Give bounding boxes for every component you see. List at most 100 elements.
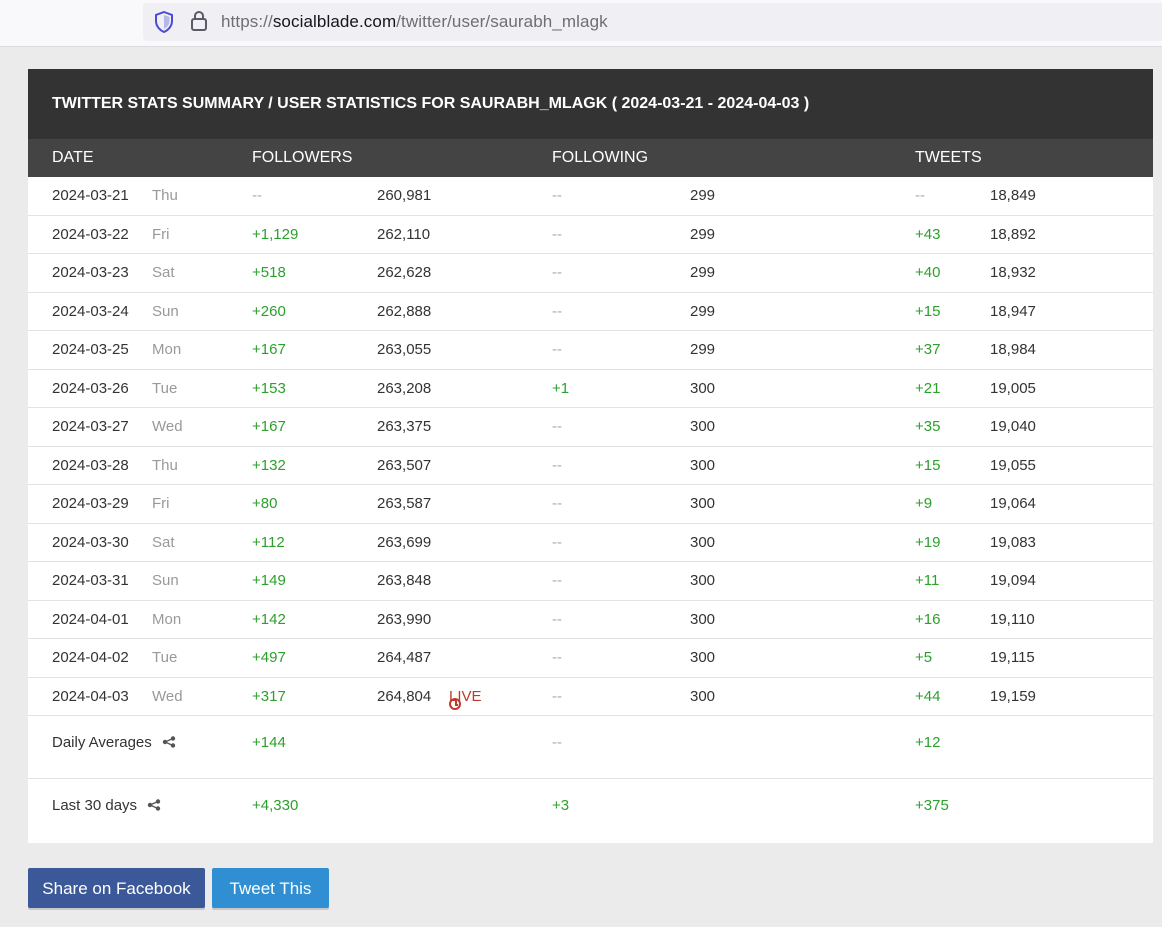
column-header-following: FOLLOWING <box>552 149 649 166</box>
url-text[interactable]: https://socialblade.com/twitter/user/sau… <box>221 12 608 32</box>
column-header-tweets: TWEETS <box>915 149 982 166</box>
row-following-change: -- <box>552 264 562 281</box>
share-on-facebook-button[interactable]: Share on Facebook <box>28 868 205 908</box>
daily-averages-label-wrap[interactable]: Daily Averages <box>52 734 176 751</box>
row-followers: 264,804 <box>377 687 432 705</box>
row-tweets-change: +43 <box>915 225 941 243</box>
row-followers: 262,888 <box>377 302 432 320</box>
row-following: 300 <box>690 649 716 666</box>
row-tweets: 18,947 <box>990 302 1036 320</box>
row-tweets: 19,083 <box>990 533 1036 551</box>
row-followers-change: +132 <box>252 456 286 474</box>
row-followers: 263,375 <box>377 418 432 435</box>
row-following: 300 <box>690 610 716 628</box>
row-followers: 263,507 <box>377 456 432 474</box>
row-followers: 263,990 <box>377 610 432 628</box>
row-tweets-change: -- <box>915 187 925 204</box>
table-row: 2024-03-30 Sat +112 263,699 -- 300 +19 19,083 <box>28 524 1153 562</box>
row-day: Wed <box>152 418 183 435</box>
row-tweets-change: +11 <box>915 572 940 589</box>
share-icon[interactable] <box>147 799 161 811</box>
row-followers-change: +149 <box>252 572 286 589</box>
row-following-change: -- <box>552 687 562 705</box>
row-following: 299 <box>690 225 716 243</box>
row-followers-change: +518 <box>252 264 286 281</box>
row-date: 2024-03-31 <box>52 572 129 589</box>
row-following-change: -- <box>552 341 562 358</box>
row-following-change: -- <box>552 302 562 320</box>
row-following: 299 <box>690 264 716 281</box>
row-followers: 263,208 <box>377 379 432 397</box>
row-tweets-change: +35 <box>915 418 941 435</box>
row-date: 2024-03-22 <box>52 225 129 243</box>
live-indicator: LIVE <box>449 688 482 710</box>
row-followers: 262,628 <box>377 264 432 281</box>
row-date: 2024-04-03 <box>52 687 129 705</box>
address-bar[interactable]: https://socialblade.com/twitter/user/sau… <box>143 3 1162 41</box>
daily-averages-followers: +144 <box>252 734 286 751</box>
last-30-days-following: +3 <box>552 797 570 814</box>
row-followers-change: +497 <box>252 649 286 666</box>
row-day: Sat <box>152 264 175 281</box>
row-day: Wed <box>152 687 183 705</box>
tracking-protection-shield-icon[interactable] <box>154 11 174 33</box>
row-tweets-change: +9 <box>915 495 933 512</box>
row-tweets: 19,005 <box>990 379 1036 397</box>
row-followers: 263,055 <box>377 341 432 358</box>
row-day: Thu <box>152 456 178 474</box>
row-date: 2024-03-28 <box>52 456 129 474</box>
column-header-date: DATE <box>52 149 94 166</box>
row-tweets-change: +19 <box>915 533 941 551</box>
row-following-change: -- <box>552 533 562 551</box>
row-following: 299 <box>690 302 716 320</box>
row-tweets-change: +44 <box>915 687 941 705</box>
last-30-days-label-wrap[interactable]: Last 30 days <box>52 797 161 814</box>
row-following: 299 <box>690 187 716 204</box>
row-followers-change: +260 <box>252 302 286 320</box>
row-tweets-change: +15 <box>915 302 941 320</box>
row-tweets-change: +40 <box>915 264 941 281</box>
row-followers: 263,587 <box>377 495 432 512</box>
table-row: 2024-03-29 Fri +80 263,587 -- 300 +9 19,064 <box>28 485 1153 524</box>
row-tweets: 18,932 <box>990 264 1036 281</box>
row-followers-change: +112 <box>252 533 285 551</box>
daily-averages-row: Daily Averages +144 -- +12 <box>28 716 1153 779</box>
daily-averages-tweets: +12 <box>915 734 941 751</box>
row-following: 300 <box>690 687 716 705</box>
column-header-followers: FOLLOWERS <box>252 149 353 166</box>
row-date: 2024-04-02 <box>52 649 129 666</box>
tweet-this-button[interactable]: Tweet This <box>212 868 329 908</box>
row-day: Mon <box>152 610 182 628</box>
row-following-change: -- <box>552 649 562 666</box>
row-following: 300 <box>690 456 716 474</box>
row-followers-change: +153 <box>252 379 286 397</box>
row-day: Sat <box>152 533 175 551</box>
row-followers-change: +142 <box>252 610 286 628</box>
row-date: 2024-03-27 <box>52 418 129 435</box>
last-30-days-followers: +4,330 <box>252 797 299 814</box>
row-tweets-change: +16 <box>915 610 941 628</box>
row-tweets-change: +15 <box>915 456 941 474</box>
row-tweets-change: +37 <box>915 341 941 358</box>
row-following-change: +1 <box>552 379 570 397</box>
row-followers-change: +317 <box>252 687 286 705</box>
stats-table-body: 2024-03-21 Thu -- 260,981 -- 299 -- 18,849 2024-… <box>28 177 1153 716</box>
row-following-change: -- <box>552 225 562 243</box>
share-icon[interactable] <box>162 736 176 748</box>
table-row: 2024-03-31 Sun +149 263,848 -- 300 +11 19,094 <box>28 562 1153 601</box>
row-date: 2024-03-23 <box>52 264 129 281</box>
row-tweets: 19,040 <box>990 418 1036 435</box>
row-tweets: 18,849 <box>990 187 1036 204</box>
row-tweets: 19,110 <box>990 610 1035 628</box>
table-row: 2024-03-28 Thu +132 263,507 -- 300 +15 19,055 <box>28 447 1153 485</box>
row-tweets: 18,892 <box>990 225 1036 243</box>
lock-icon[interactable] <box>190 10 208 32</box>
row-following-change: -- <box>552 456 562 474</box>
stats-summary-card: TWITTER STATS SUMMARY / USER STATISTICS … <box>28 69 1153 843</box>
url-path: /twitter/user/saurabh_mlagk <box>396 12 608 31</box>
clock-icon <box>449 697 461 710</box>
table-row: 2024-03-22 Fri +1,129 262,110 -- 299 +43 18,892 <box>28 216 1153 254</box>
last-30-days-tweets: +375 <box>915 797 949 814</box>
card-title: TWITTER STATS SUMMARY / USER STATISTICS … <box>28 69 1153 139</box>
row-following: 300 <box>690 379 716 397</box>
